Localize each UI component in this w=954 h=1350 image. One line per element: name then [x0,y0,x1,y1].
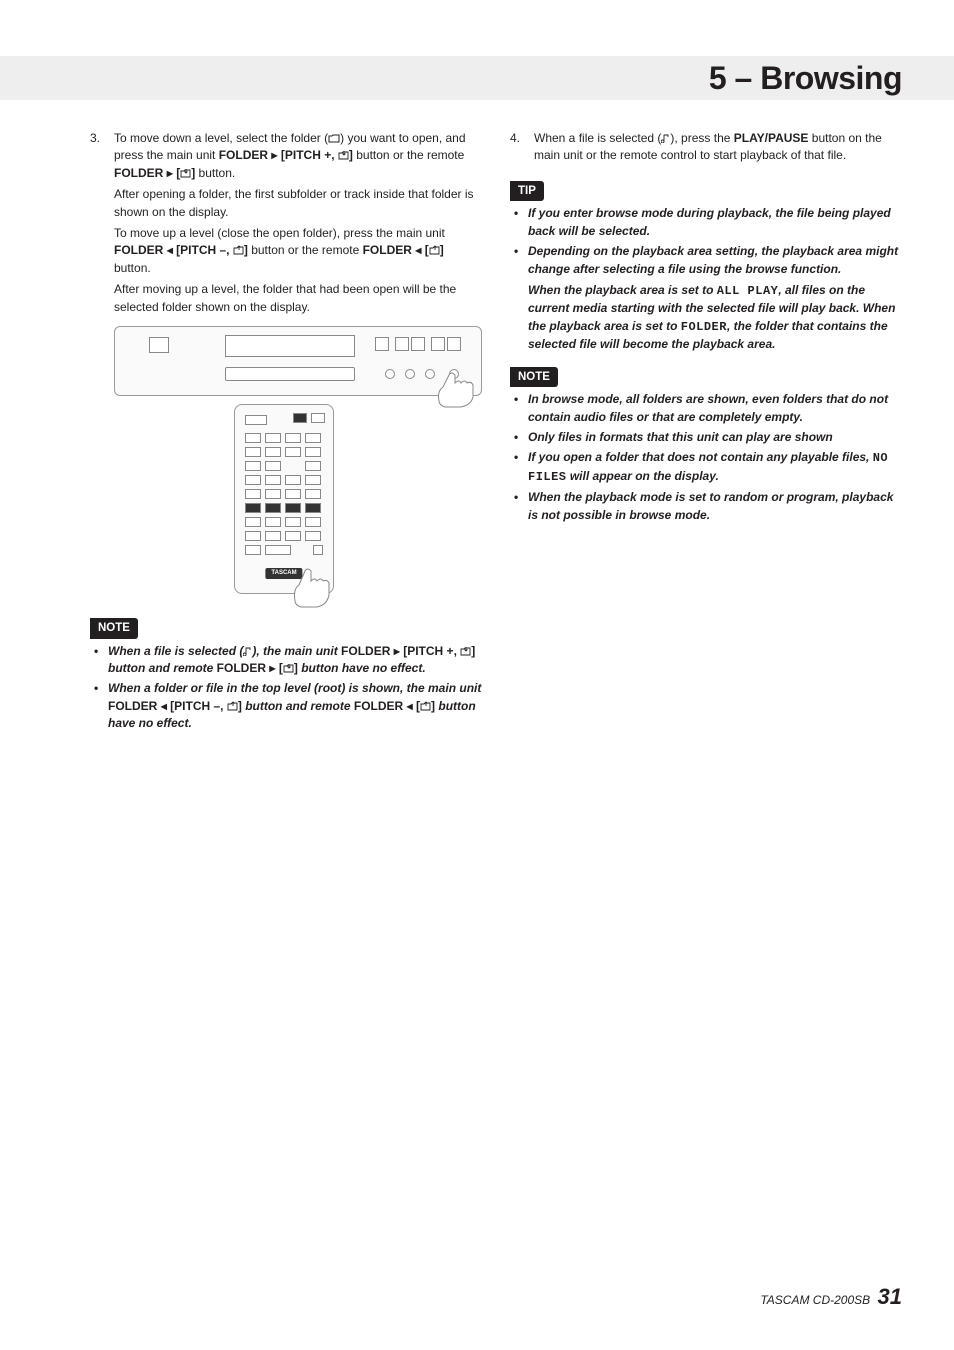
note-list: When a file is selected ( ), the main uni… [90,643,482,733]
note-list: In browse mode, all folders are shown, e… [510,391,902,524]
text: ), press the [670,131,733,145]
bold: FOLDER [108,699,157,713]
bold: [PITCH –, [173,243,233,257]
bold: [PITCH +, [278,148,338,162]
step-body: When a file is selected ( ), press the PL… [534,130,902,165]
bold: [PITCH +, [400,644,460,658]
step-number: 4. [510,130,526,165]
triangle-right-icon [167,166,173,180]
text: When a folder or file in the top level (… [108,681,481,695]
triangle-left-icon [415,243,421,257]
step-number: 3. [90,130,106,602]
tip-list: If you enter browse mode during playback… [510,205,902,353]
paragraph: After moving up a level, the folder that… [114,281,482,316]
page-number: 31 [878,1284,902,1309]
list-item: When the playback mode is set to random … [514,489,902,524]
text: When a file is selected ( [534,131,661,145]
list-item: When a folder or file in the top level (… [94,680,482,732]
left-column: 3. To move down a level, select the fold… [90,130,482,736]
hand-pointer-icon [431,369,491,409]
footer-model: TASCAM CD-200SB [760,1293,870,1307]
mono-text: ALL PLAY [717,284,779,298]
text: ), the main unit [252,644,341,658]
text: will appear on the display. [567,469,719,483]
bold: ] [440,243,444,257]
bold: [ [413,699,420,713]
bold: [PITCH –, [167,699,227,713]
text: button and remote [108,661,217,675]
note-label: NOTE [510,367,558,388]
text: When the playback area is set to [528,283,717,297]
text: When a file is selected ( [108,644,243,658]
bold: FOLDER [114,166,163,180]
enter-folder-icon [180,168,191,178]
bold: FOLDER [363,243,412,257]
exit-folder-icon [227,701,238,711]
tip-label: TIP [510,181,544,202]
text: button have no effect. [298,661,426,675]
text: If you open a folder that does not conta… [528,450,873,464]
text: button or the remote [353,148,464,162]
step-3: 3. To move down a level, select the fold… [90,130,482,602]
bold: [ [276,661,283,675]
paragraph: After opening a folder, the first subfol… [114,186,482,221]
figure-main-unit [114,326,482,396]
bold: FOLDER [217,661,266,675]
list-item: In browse mode, all folders are shown, e… [514,391,902,426]
right-column: 4. When a file is selected ( ), press the… [510,130,902,736]
bold: FOLDER [354,699,403,713]
content-area: 3. To move down a level, select the fold… [90,130,902,736]
text: button. [195,166,235,180]
step-4: 4. When a file is selected ( ), press the… [510,130,902,165]
chapter-header: 5 – Browsing [0,56,954,100]
text: To move up a level (close the open folde… [114,226,445,240]
list-item: If you open a folder that does not conta… [514,449,902,486]
figure-remote: TASCAM [234,404,334,594]
list-item: If you enter browse mode during playback… [514,205,902,240]
text: To move down a level, select the folder … [114,131,328,145]
mono-text: FOLDER [681,320,727,334]
enter-folder-icon [460,646,471,656]
text: button or the remote [248,243,363,257]
exit-folder-icon [233,245,244,255]
text: Depending on the playback area setting, … [528,244,898,275]
bold: FOLDER [114,243,163,257]
bold: ] [471,644,475,658]
chapter-title: 5 – Browsing [709,56,902,100]
paragraph: When the playback area is set to ALL PLA… [528,282,902,354]
enter-folder-icon [338,150,349,160]
bold: PLAY/PAUSE [734,131,809,145]
step-body: To move down a level, select the folder … [114,130,482,602]
list-item: Only files in formats that this unit can… [514,429,902,446]
paragraph: To move up a level (close the open folde… [114,225,482,277]
text: button and remote [242,699,354,713]
folder-icon [328,133,340,143]
list-item: When a file is selected ( ), the main uni… [94,643,482,678]
exit-folder-icon [429,245,440,255]
note-label: NOTE [90,618,138,639]
enter-folder-icon [283,663,294,673]
page-footer: TASCAM CD-200SB 31 [760,1284,902,1310]
hand-pointer-icon [285,565,347,611]
bold: FOLDER [219,148,268,162]
exit-folder-icon [420,701,431,711]
list-item: Depending on the playback area setting, … [514,243,902,353]
text: button. [114,261,151,275]
bold: FOLDER [341,644,390,658]
